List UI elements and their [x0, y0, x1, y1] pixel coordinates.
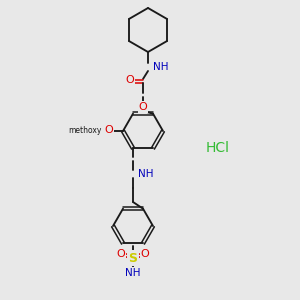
Text: O: O: [104, 125, 113, 135]
Text: O: O: [141, 249, 149, 259]
Text: NH: NH: [153, 62, 169, 72]
Text: S: S: [128, 251, 137, 265]
Text: O: O: [139, 102, 147, 112]
Text: methoxy: methoxy: [69, 126, 102, 135]
Text: NH: NH: [125, 268, 141, 278]
Text: O: O: [126, 75, 134, 85]
Text: HCl: HCl: [206, 141, 230, 155]
Text: NH: NH: [125, 268, 141, 278]
Text: NH: NH: [138, 169, 154, 179]
Text: O: O: [117, 249, 125, 259]
